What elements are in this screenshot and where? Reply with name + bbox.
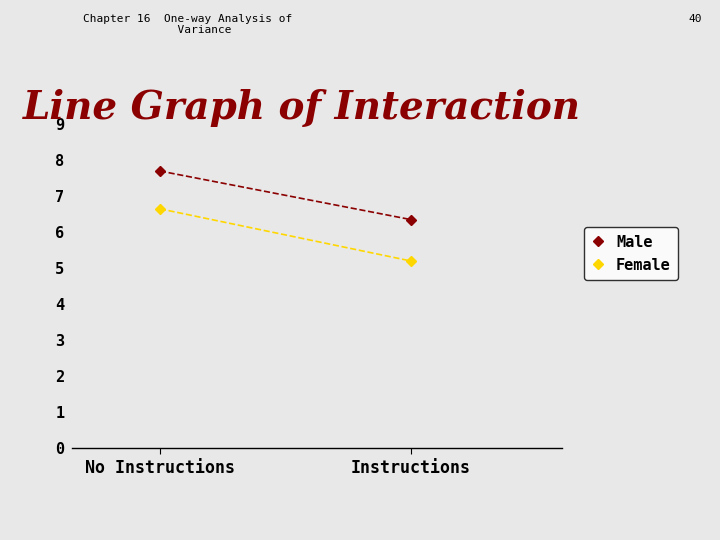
Legend: Male, Female: Male, Female [584, 227, 678, 280]
Line: Male: Male [156, 167, 415, 223]
Text: Line Graph of Interaction: Line Graph of Interaction [23, 89, 582, 127]
Line: Female: Female [156, 205, 415, 265]
Text: Chapter 16  One-way Analysis of
              Variance: Chapter 16 One-way Analysis of Variance [83, 14, 292, 35]
Text: 40: 40 [688, 14, 702, 24]
Female [156, 206, 164, 212]
Male [156, 168, 164, 174]
Male [407, 217, 415, 223]
Female [407, 258, 415, 264]
